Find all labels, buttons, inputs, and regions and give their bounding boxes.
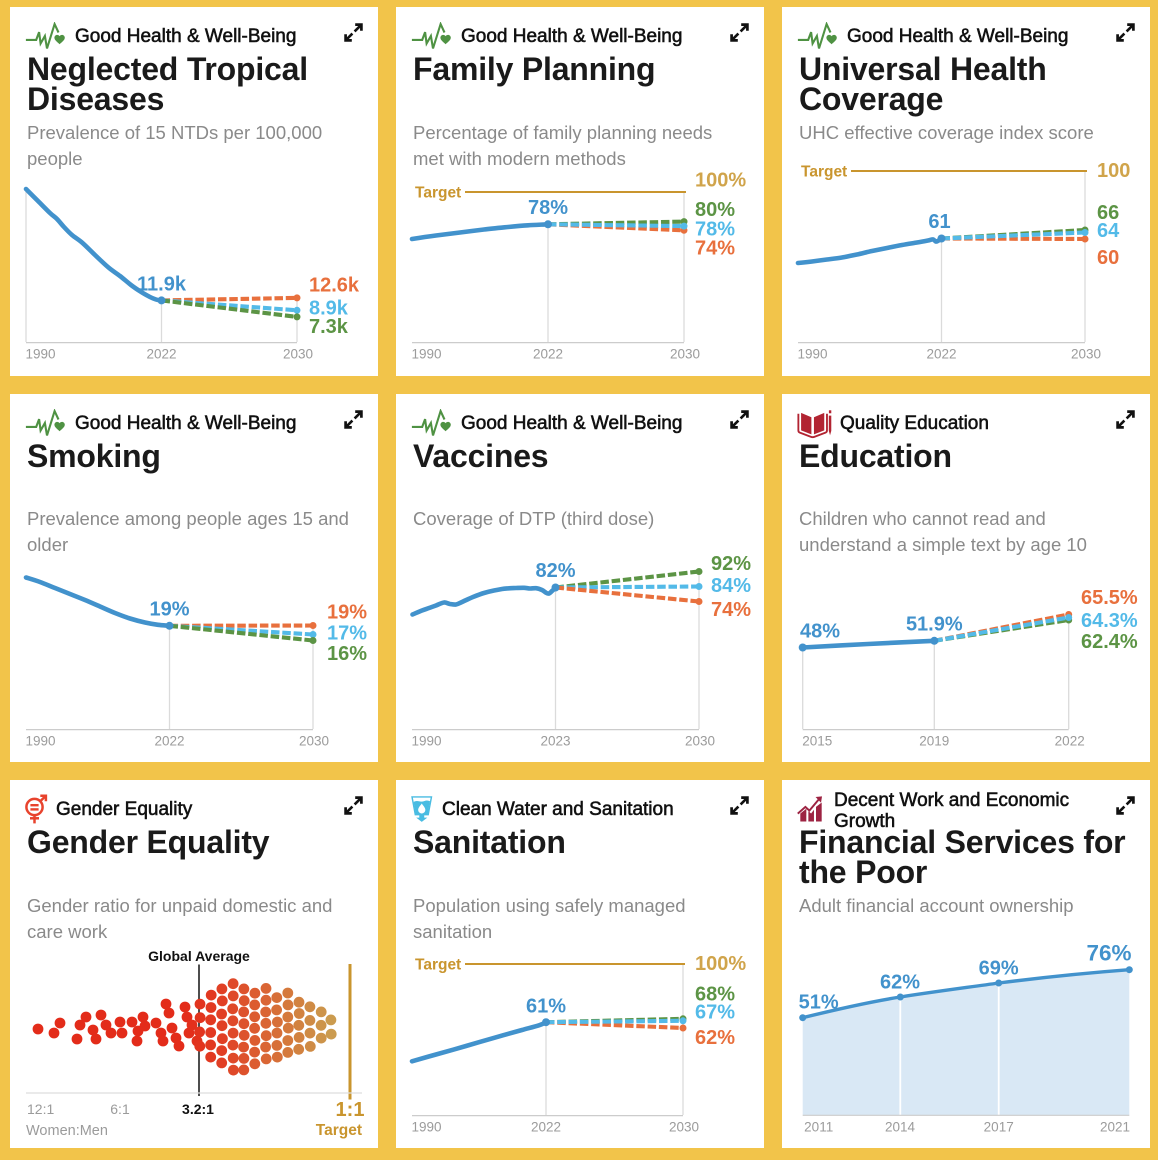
- svg-text:7.3k: 7.3k: [309, 316, 349, 338]
- svg-text:66: 66: [1097, 202, 1119, 224]
- svg-text:2030: 2030: [669, 1120, 699, 1135]
- svg-text:6:1: 6:1: [110, 1101, 130, 1117]
- svg-text:62%: 62%: [695, 1027, 735, 1049]
- svg-text:2019: 2019: [919, 733, 949, 748]
- svg-text:1990: 1990: [412, 1120, 442, 1135]
- svg-text:12.6k: 12.6k: [309, 275, 360, 297]
- svg-text:2030: 2030: [299, 733, 329, 748]
- svg-text:2017: 2017: [984, 1120, 1014, 1135]
- svg-text:68%: 68%: [695, 984, 735, 1006]
- svg-text:19%: 19%: [327, 601, 367, 623]
- svg-text:12:1: 12:1: [27, 1101, 54, 1117]
- svg-text:16%: 16%: [327, 643, 367, 665]
- svg-text:64: 64: [1097, 220, 1120, 242]
- svg-text:61%: 61%: [526, 996, 566, 1018]
- svg-text:17%: 17%: [327, 622, 367, 644]
- svg-text:60: 60: [1097, 247, 1119, 269]
- svg-text:2022: 2022: [154, 733, 184, 748]
- svg-text:67%: 67%: [695, 1001, 735, 1023]
- svg-text:Target: Target: [316, 1122, 362, 1139]
- svg-text:51.9%: 51.9%: [906, 613, 963, 635]
- svg-text:2030: 2030: [670, 347, 700, 362]
- svg-text:19%: 19%: [149, 598, 189, 620]
- svg-text:92%: 92%: [711, 553, 751, 575]
- svg-text:Target: Target: [415, 185, 461, 202]
- svg-text:Global Average: Global Average: [148, 948, 250, 964]
- svg-text:2022: 2022: [1055, 733, 1085, 748]
- svg-text:1990: 1990: [26, 733, 56, 748]
- svg-text:2022: 2022: [926, 347, 956, 362]
- svg-text:76%: 76%: [1086, 940, 1131, 965]
- svg-text:3.2:1: 3.2:1: [182, 1101, 214, 1117]
- svg-text:Target: Target: [801, 164, 847, 181]
- svg-text:80%: 80%: [695, 199, 735, 221]
- svg-text:Women:Men: Women:Men: [26, 1123, 108, 1139]
- svg-text:1:1: 1:1: [336, 1099, 365, 1121]
- svg-text:2015: 2015: [802, 733, 832, 748]
- svg-text:100%: 100%: [695, 953, 746, 975]
- svg-text:48%: 48%: [800, 620, 840, 642]
- svg-text:1990: 1990: [26, 347, 56, 362]
- svg-text:2022: 2022: [533, 347, 563, 362]
- svg-text:78%: 78%: [528, 197, 568, 219]
- svg-text:62%: 62%: [880, 972, 920, 994]
- svg-text:61: 61: [928, 211, 950, 233]
- svg-text:100: 100: [1097, 160, 1130, 182]
- svg-text:69%: 69%: [979, 958, 1019, 980]
- svg-text:64.3%: 64.3%: [1081, 609, 1138, 631]
- svg-text:8.9k: 8.9k: [309, 298, 349, 320]
- svg-text:1990: 1990: [412, 347, 442, 362]
- svg-text:1990: 1990: [412, 733, 442, 748]
- svg-text:82%: 82%: [535, 560, 575, 582]
- svg-text:2030: 2030: [685, 733, 715, 748]
- svg-text:2021: 2021: [1100, 1120, 1130, 1135]
- svg-text:51%: 51%: [799, 992, 839, 1014]
- svg-text:74%: 74%: [695, 238, 735, 260]
- svg-text:2022: 2022: [531, 1120, 561, 1135]
- svg-text:2011: 2011: [804, 1120, 833, 1135]
- svg-text:2014: 2014: [885, 1120, 916, 1135]
- svg-text:74%: 74%: [711, 599, 751, 621]
- svg-text:2022: 2022: [146, 347, 176, 362]
- svg-text:1990: 1990: [798, 347, 828, 362]
- svg-text:2030: 2030: [1071, 347, 1101, 362]
- svg-text:62.4%: 62.4%: [1081, 630, 1138, 652]
- svg-text:2023: 2023: [540, 733, 570, 748]
- svg-text:78%: 78%: [695, 219, 735, 241]
- svg-text:65.5%: 65.5%: [1081, 587, 1138, 609]
- svg-text:Target: Target: [415, 957, 461, 974]
- svg-text:11.9k: 11.9k: [137, 274, 187, 296]
- svg-text:2030: 2030: [283, 347, 313, 362]
- svg-text:100%: 100%: [695, 170, 746, 192]
- svg-text:84%: 84%: [711, 574, 751, 596]
